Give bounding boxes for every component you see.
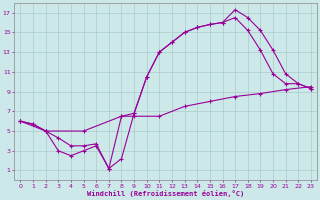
X-axis label: Windchill (Refroidissement éolien,°C): Windchill (Refroidissement éolien,°C) bbox=[87, 190, 244, 197]
